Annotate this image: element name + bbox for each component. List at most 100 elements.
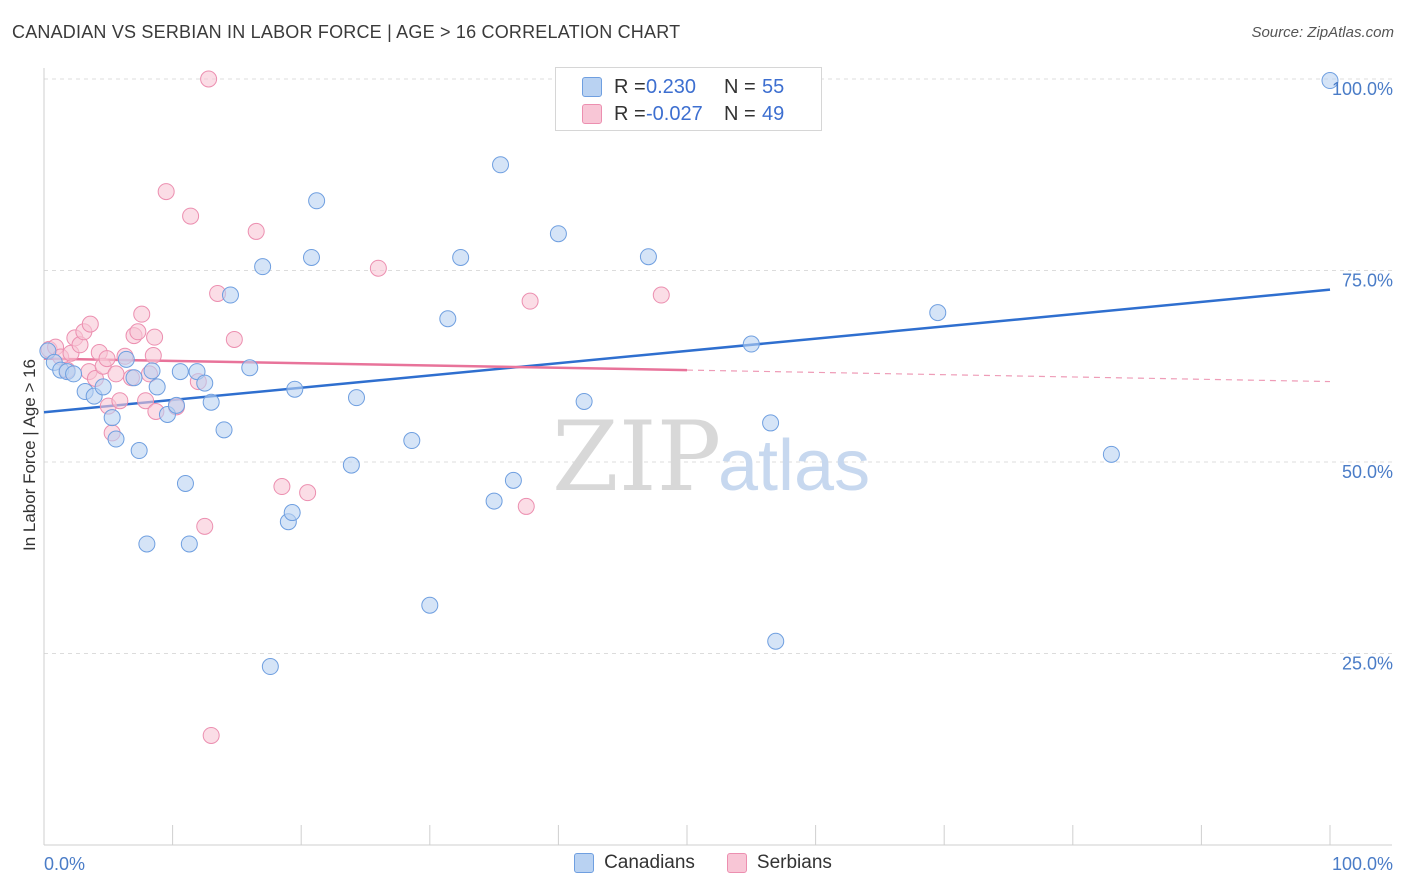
canadians-point <box>575 392 593 410</box>
canadians-point <box>176 474 194 492</box>
legend-r-value: -0.027 <box>646 102 703 125</box>
canadians-point <box>138 535 156 553</box>
canadians-point <box>241 359 259 377</box>
canadians-point <box>1321 72 1339 90</box>
canadians-point <box>302 248 320 266</box>
serbians-point <box>521 292 539 310</box>
serbians-point <box>81 315 99 333</box>
y-tick-label: 50.0% <box>1342 462 1393 482</box>
legend-item-canadians[interactable]: Canadians <box>574 852 695 874</box>
legend-r-value: 0.230 <box>646 75 697 98</box>
axes <box>43 68 1392 846</box>
source-label: Source: ZipAtlas.com <box>1251 24 1394 41</box>
canadians-point <box>742 335 760 353</box>
legend-label-canadians: Canadians <box>604 852 695 873</box>
legend-swatch-canadians <box>574 853 595 873</box>
canadians-point <box>639 248 657 266</box>
serbians-point <box>517 497 535 515</box>
legend-n-label: N = <box>724 102 756 125</box>
canadians-point <box>65 365 83 383</box>
serbians-point <box>652 286 670 304</box>
canadians-point <box>148 378 166 396</box>
canadians-point <box>107 430 125 448</box>
canadians-point <box>439 310 457 328</box>
x-tick-label-max: 100.0% <box>1332 854 1393 874</box>
canadians-points <box>39 72 1339 676</box>
serbians-point <box>98 350 116 368</box>
serbians-point <box>247 222 265 240</box>
trend-lines <box>43 288 1331 414</box>
series-legend: Canadians Serbians <box>0 852 1406 874</box>
canadians-point <box>261 658 279 676</box>
watermark-zip: ZIP <box>552 401 721 513</box>
canadians-trend-line <box>43 288 1331 414</box>
chart-title: CANADIAN VS SERBIAN IN LABOR FORCE | AGE… <box>12 22 681 42</box>
serbians-point <box>129 323 147 341</box>
legend-n-label: N = <box>724 75 756 98</box>
canadians-point <box>762 414 780 432</box>
canadians-point <box>215 421 233 439</box>
tick-labels: 25.0% 50.0% 75.0% 100.0% 0.0% 100.0% <box>44 79 1393 874</box>
serbians-point <box>299 484 317 502</box>
canadians-point <box>130 442 148 460</box>
canadians-point <box>202 393 220 411</box>
legend-swatch-serbians <box>726 853 747 873</box>
watermark-atlas: atlas <box>718 426 870 506</box>
legend-row-serbians: R = -0.027 N = 49 <box>582 101 784 127</box>
serbians-point <box>144 347 162 365</box>
canadians-point <box>221 286 239 304</box>
legend-n-value: 55 <box>762 75 785 98</box>
serbians-point <box>133 305 151 323</box>
canadians-point <box>347 389 365 407</box>
serbians-point <box>157 183 175 201</box>
canadians-point <box>180 535 198 553</box>
y-tick-label: 25.0% <box>1342 654 1393 674</box>
canadians-point <box>94 378 112 396</box>
legend-item-serbians[interactable]: Serbians <box>726 852 832 874</box>
canadians-point <box>452 248 470 266</box>
legend-swatch-serbians <box>582 104 602 124</box>
y-tick-label: 75.0% <box>1342 271 1393 291</box>
serbians-point <box>182 207 200 225</box>
canadians-point <box>929 304 947 322</box>
canadians-point <box>283 504 301 522</box>
canadians-point <box>196 374 214 392</box>
canadians-point <box>549 225 567 243</box>
legend-row-canadians: R = 0.230 N = 55 <box>582 74 784 100</box>
canadians-point <box>254 258 272 276</box>
canadians-point <box>492 156 510 174</box>
canadians-point <box>1102 445 1120 463</box>
canadians-point <box>171 363 189 381</box>
canadians-point <box>403 432 421 450</box>
canadians-point <box>342 456 360 474</box>
canadians-point <box>286 380 304 398</box>
serbians-point <box>107 365 125 383</box>
legend-r-label: R = <box>614 102 646 125</box>
canadians-point <box>117 350 135 368</box>
y-tick-label: 100.0% <box>1332 79 1393 99</box>
serbians-point <box>202 726 220 744</box>
serbians-trend-extension <box>686 369 1331 383</box>
legend-n-value: 49 <box>762 102 785 125</box>
stats-legend: R = 0.230 N = 55 R = -0.027 N = 49 <box>555 67 822 131</box>
canadians-point <box>308 192 326 210</box>
serbians-point <box>146 328 164 346</box>
canadians-point <box>103 409 121 427</box>
serbians-point <box>225 330 243 348</box>
x-tick-label-min: 0.0% <box>44 854 85 874</box>
serbians-point <box>196 517 214 535</box>
canadians-point <box>421 596 439 614</box>
serbians-point <box>111 392 129 410</box>
canadians-point <box>504 471 522 489</box>
canadians-point <box>485 492 503 510</box>
serbians-point <box>200 70 218 88</box>
serbians-point <box>137 392 155 410</box>
serbians-point <box>273 478 291 496</box>
canadians-point <box>143 362 161 380</box>
serbians-point <box>369 259 387 277</box>
legend-label-serbians: Serbians <box>756 852 832 873</box>
canadians-point <box>167 396 185 414</box>
legend-swatch-canadians <box>582 77 602 97</box>
canadians-point <box>767 632 785 650</box>
